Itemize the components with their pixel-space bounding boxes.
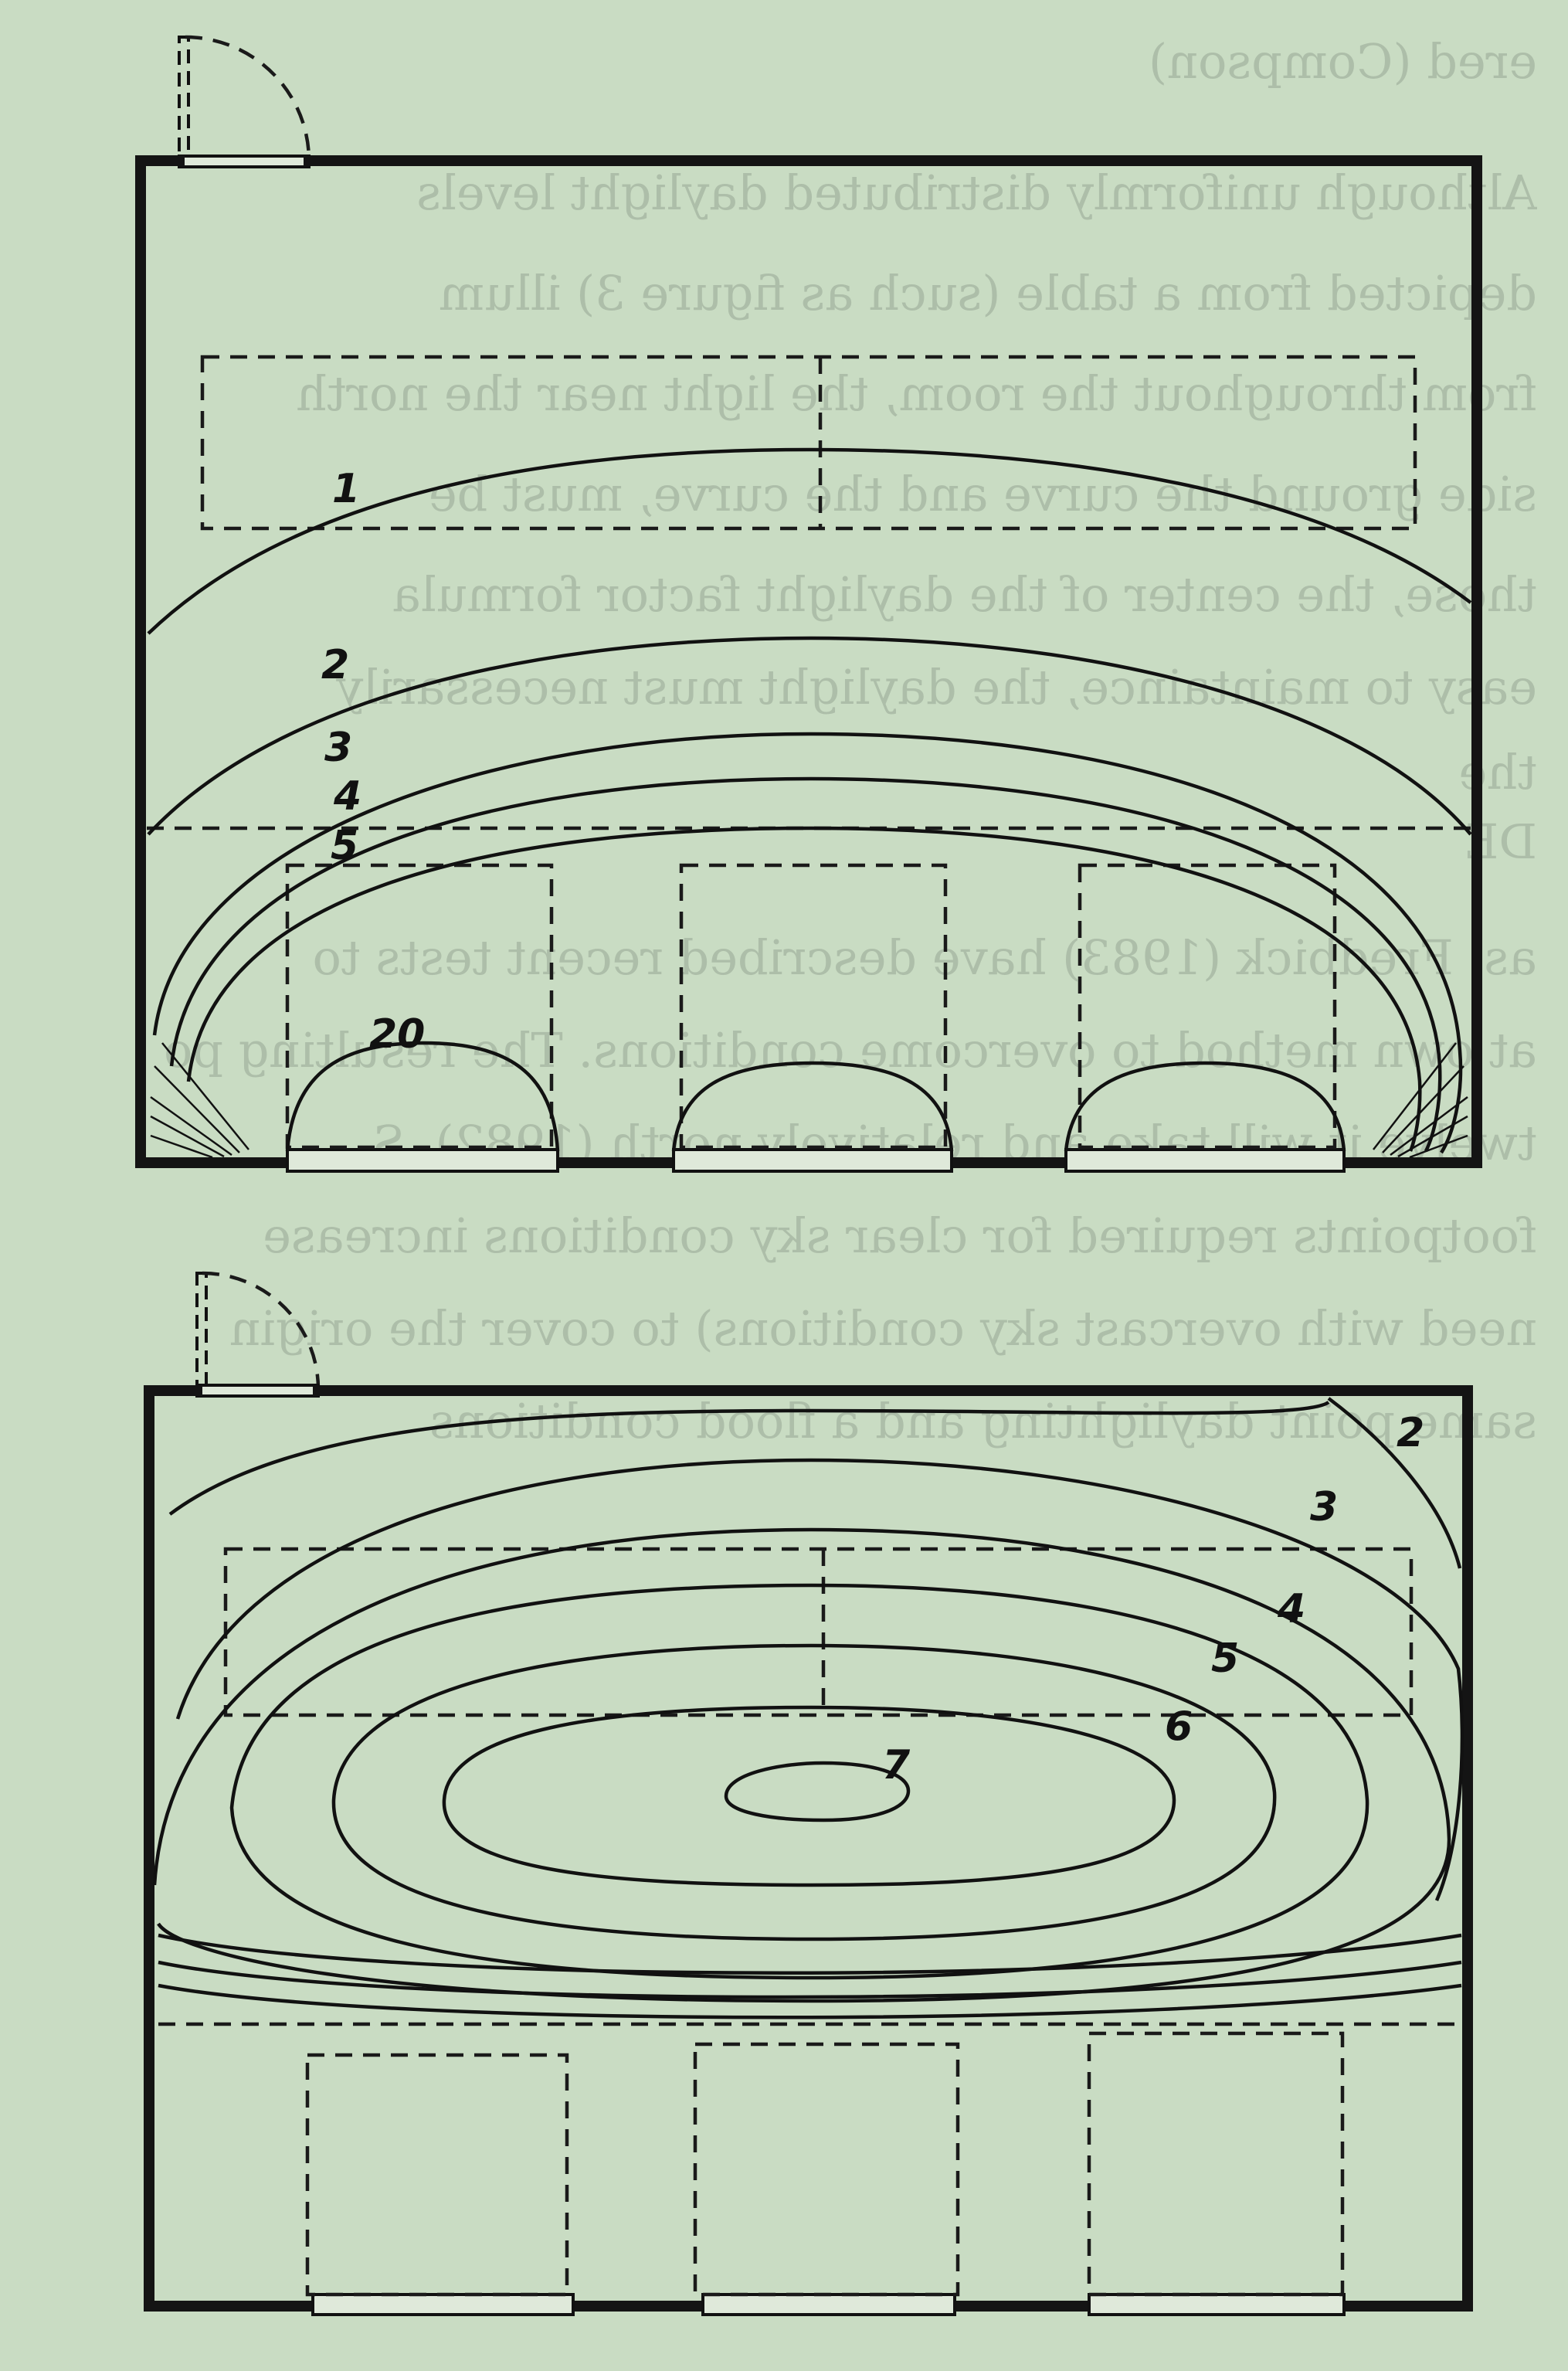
bottom-door-leaf <box>195 1272 208 1391</box>
bottom-contour-label: 4 <box>1277 1586 1305 1632</box>
bottom-contour-2-corner <box>1327 1397 1462 1569</box>
top-contour-20-dome <box>671 1061 954 1152</box>
bottom-contour-band <box>158 1983 1462 2019</box>
top-contour-3 <box>152 732 1463 1154</box>
top-door-leaf <box>178 36 190 162</box>
bottom-door <box>195 1271 321 1398</box>
bottom-contour-2 <box>168 1401 1330 1516</box>
bottom-contour-label: 7 <box>882 1742 911 1788</box>
top-contour-20-dome <box>285 1041 560 1152</box>
bottom-contour-label: 2 <box>1397 1410 1424 1456</box>
top-contour-20-dome <box>1064 1061 1346 1152</box>
bottom-door-opening <box>195 1384 320 1398</box>
bottom-contour-label: 3 <box>1310 1484 1338 1530</box>
top-contour-5 <box>186 826 1422 1152</box>
top-window <box>672 1148 953 1173</box>
top-table-outline <box>200 355 1417 531</box>
top-bay-outline <box>1078 863 1337 1150</box>
top-bay-outline <box>679 863 948 1150</box>
bottom-contour-5 <box>229 1583 1369 1980</box>
bottom-bay-outline <box>693 2042 960 2297</box>
bottom-bay-outline <box>305 2053 569 2297</box>
bottom-door-swing-arc <box>202 1271 321 1390</box>
top-contour-1 <box>147 447 1472 635</box>
bottom-window <box>1088 2293 1346 2316</box>
top-contour-label: 2 <box>321 642 349 688</box>
bottom-window <box>311 2293 575 2316</box>
top-contour-label: 3 <box>324 725 352 771</box>
top-bay-outline <box>285 863 554 1150</box>
bottom-floor-plan: 2 3 4 5 6 7 <box>144 1271 1473 2316</box>
bottom-contour-7 <box>724 1761 911 1822</box>
bottom-contour-3 <box>175 1458 1464 1901</box>
top-corner-hatch-left <box>150 1042 249 1159</box>
bottom-contour-label: 6 <box>1165 1704 1193 1750</box>
top-contour-4 <box>169 776 1442 1153</box>
top-door-opening <box>178 155 311 168</box>
bottom-contour-6 <box>331 1643 1277 1941</box>
top-contour-label: 4 <box>333 773 361 820</box>
bottom-contour-label: 5 <box>1211 1636 1239 1682</box>
bottom-contour-band <box>158 1933 1462 1975</box>
top-window <box>286 1148 559 1173</box>
top-corner-hatch-right <box>1373 1042 1468 1159</box>
bottom-window <box>701 2293 956 2316</box>
top-contour-label: 1 <box>332 466 360 512</box>
bottom-bay-outline <box>1087 2031 1345 2297</box>
top-contour-label: 5 <box>331 823 358 869</box>
top-wall-right <box>304 155 1482 1168</box>
bottom-contour-band <box>158 1960 1462 1999</box>
bottom-wall-left <box>144 1385 318 2312</box>
top-door-swing-arc <box>185 35 311 161</box>
top-contour-label: 20 <box>369 1011 425 1058</box>
bottom-table-outline <box>223 1547 1414 1717</box>
bottom-wall-right <box>313 1385 1473 2312</box>
top-floor-plan: 1 2 3 4 5 20 <box>135 35 1482 1173</box>
top-wall-left <box>135 155 293 1168</box>
top-window <box>1064 1148 1346 1173</box>
top-door <box>178 35 311 168</box>
top-contour-2 <box>147 636 1472 836</box>
bottom-contour-6-inner <box>442 1705 1176 1887</box>
